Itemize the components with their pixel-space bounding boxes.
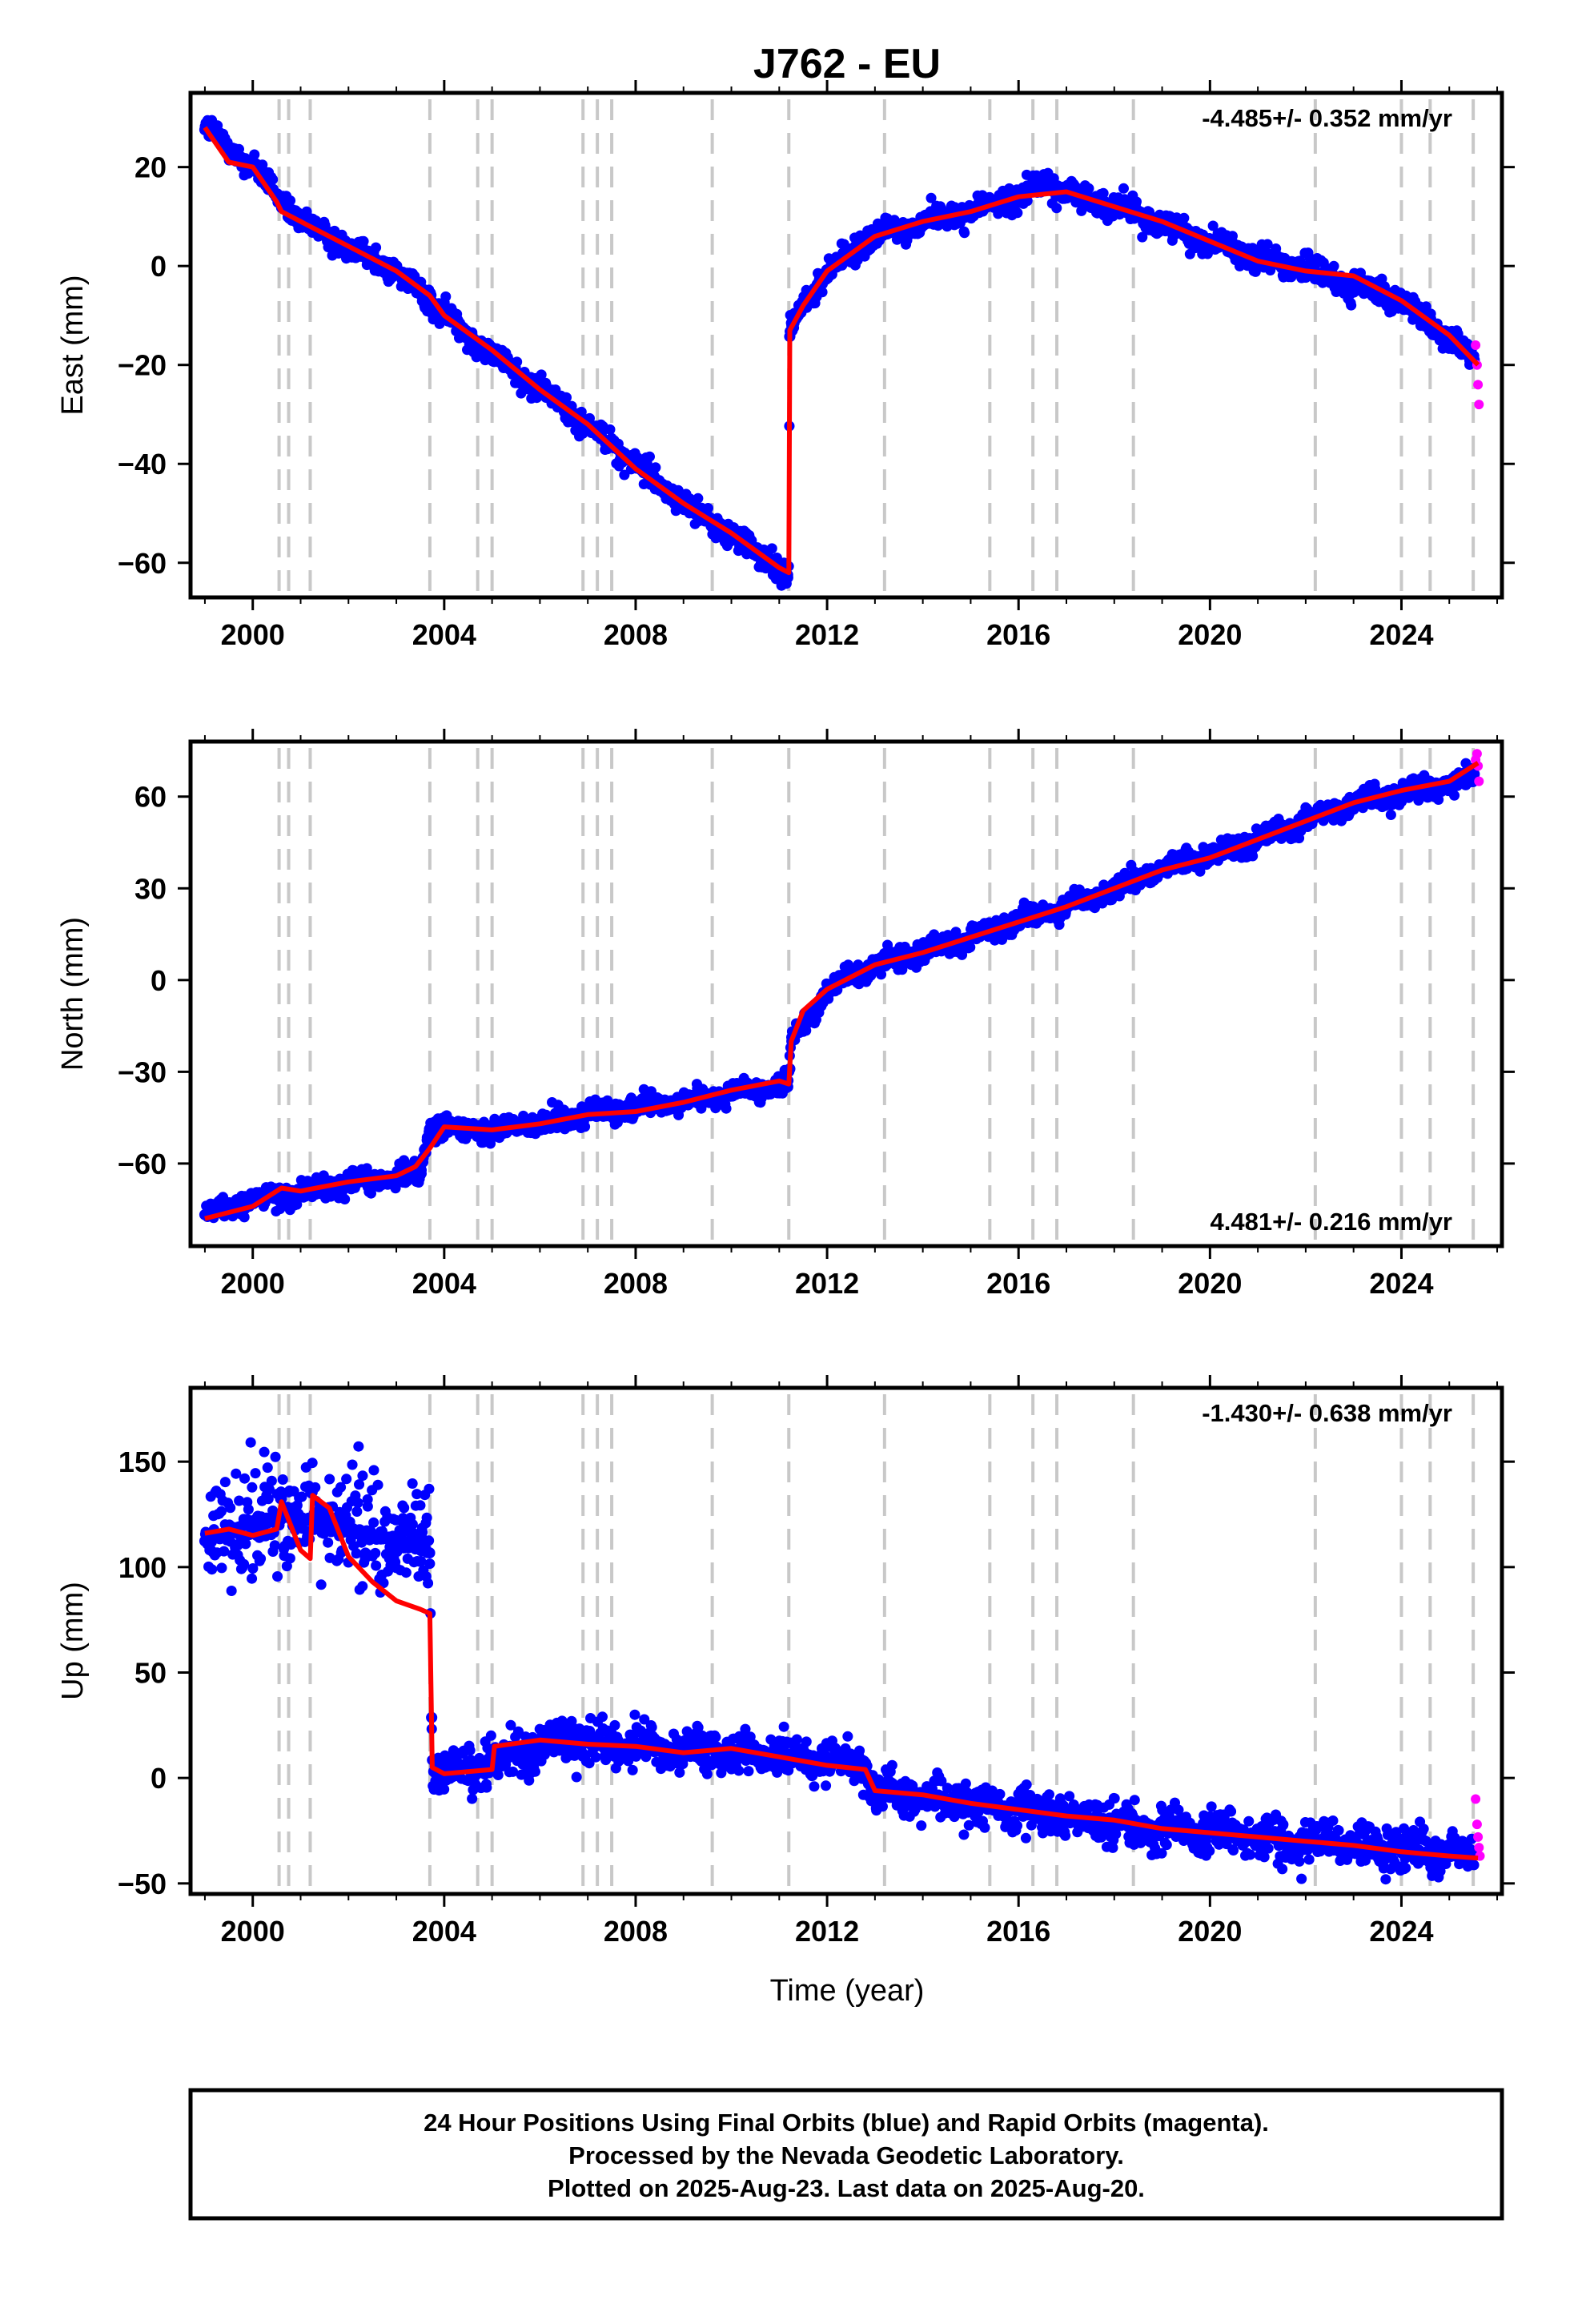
rapid-orbit-point bbox=[1474, 776, 1484, 786]
y-axis-label: North (mm) bbox=[56, 917, 90, 1071]
panel-frame bbox=[188, 739, 1504, 1248]
x-tick-label: 2004 bbox=[412, 1915, 476, 1948]
y-tick-label: 0 bbox=[151, 250, 167, 283]
rapid-orbit-point bbox=[1473, 1831, 1484, 1842]
x-tick-label: 2024 bbox=[1369, 1267, 1433, 1300]
y-tick-label: −30 bbox=[118, 1055, 167, 1088]
x-tick-label: 2024 bbox=[1369, 618, 1433, 651]
x-tick-label: 2016 bbox=[986, 1915, 1050, 1948]
x-tick-label: 2024 bbox=[1369, 1915, 1433, 1948]
footer-box bbox=[188, 2088, 1504, 2221]
y-tick-label: 20 bbox=[135, 151, 167, 184]
panel-frame bbox=[188, 1385, 1504, 1896]
rapid-orbit-point bbox=[1472, 749, 1482, 759]
panel-up: 2000 2004 2008 2012 2016 2020 2024 150 100 50 0 −50… bbox=[56, 1375, 1515, 1948]
panels: 2000 2004 2008 2012 2016 2020 2024 20 0 −20 −40 −60… bbox=[56, 80, 1515, 1948]
rapid-orbit-point bbox=[1474, 400, 1484, 410]
y-tick-label: 150 bbox=[118, 1445, 167, 1478]
y-tick-label: 50 bbox=[135, 1657, 167, 1690]
y-tick-label: −20 bbox=[118, 349, 167, 382]
model-fit-line bbox=[203, 126, 1480, 576]
y-axis-label: Up (mm) bbox=[56, 1582, 90, 1700]
x-tick-label: 2004 bbox=[412, 1267, 476, 1300]
model-fit-line bbox=[204, 1493, 1479, 1861]
rapid-orbit-points bbox=[1471, 1794, 1485, 1861]
y-tick-label: −40 bbox=[118, 448, 167, 480]
final-orbit-point-cloud bbox=[199, 115, 1480, 591]
x-tick-label: 2008 bbox=[604, 1915, 668, 1948]
x-tick-label: 2020 bbox=[1178, 1915, 1242, 1948]
final-orbit-points bbox=[199, 1437, 1480, 1885]
x-tick-label: 2008 bbox=[604, 618, 668, 651]
x-tick-label: 2000 bbox=[221, 1915, 285, 1948]
final-orbit-point-spine bbox=[199, 124, 1480, 584]
x-tick-label: 2012 bbox=[795, 1915, 859, 1948]
y-tick-label: 30 bbox=[135, 872, 167, 905]
rate-annotation: -4.485+/- 0.352 mm/yr bbox=[1202, 104, 1452, 132]
footer-line-3: Plotted on 2025-Aug-23. Last data on 202… bbox=[548, 2174, 1145, 2202]
x-tick-label: 2016 bbox=[986, 1267, 1050, 1300]
chart-title: J762 - EU bbox=[753, 41, 941, 87]
rapid-orbit-point bbox=[1471, 1794, 1481, 1804]
model-fit-line bbox=[204, 761, 1480, 1221]
rapid-orbit-point bbox=[1471, 340, 1481, 350]
rapid-orbit-point bbox=[1474, 1843, 1484, 1853]
panel-north: 2000 2004 2008 2012 2016 2020 2024 60 30 0 −30 −60 N… bbox=[56, 729, 1515, 1300]
y-tick-label: 0 bbox=[151, 964, 167, 997]
rate-annotation: -1.430+/- 0.638 mm/yr bbox=[1202, 1399, 1452, 1427]
y-tick-label: −60 bbox=[118, 1148, 167, 1180]
x-tick-label: 2000 bbox=[221, 618, 285, 651]
y-tick-label: 0 bbox=[151, 1762, 167, 1795]
final-orbit-points bbox=[199, 115, 1480, 591]
rapid-orbit-point bbox=[1473, 380, 1484, 390]
rapid-orbit-point bbox=[1472, 1819, 1482, 1830]
panel-east: 2000 2004 2008 2012 2016 2020 2024 20 0 −20 −40 −60… bbox=[56, 80, 1515, 651]
panel-frame bbox=[188, 90, 1504, 600]
y-axis-label: East (mm) bbox=[56, 275, 90, 415]
x-tick-label: 2016 bbox=[986, 618, 1050, 651]
footer-line-2: Processed by the Nevada Geodetic Laborat… bbox=[568, 2141, 1124, 2169]
y-tick-label: 60 bbox=[135, 781, 167, 814]
rate-annotation: 4.481+/- 0.216 mm/yr bbox=[1211, 1208, 1452, 1236]
footer-line-1: 24 Hour Positions Using Final Orbits (bl… bbox=[424, 2109, 1269, 2137]
x-tick-label: 2020 bbox=[1178, 1267, 1242, 1300]
x-tick-label: 2000 bbox=[221, 1267, 285, 1300]
y-tick-label: −50 bbox=[118, 1868, 167, 1900]
x-axis-label: Time (year) bbox=[770, 1974, 925, 2008]
y-tick-label: −60 bbox=[118, 547, 167, 580]
x-tick-label: 2012 bbox=[795, 1267, 859, 1300]
rapid-orbit-points bbox=[1471, 749, 1484, 786]
x-tick-label: 2012 bbox=[795, 618, 859, 651]
x-tick-label: 2004 bbox=[412, 618, 476, 651]
x-tick-label: 2008 bbox=[604, 1267, 668, 1300]
x-tick-label: 2020 bbox=[1178, 618, 1242, 651]
y-tick-label: 100 bbox=[118, 1551, 167, 1584]
final-orbit-point-cloud bbox=[199, 1437, 1480, 1885]
